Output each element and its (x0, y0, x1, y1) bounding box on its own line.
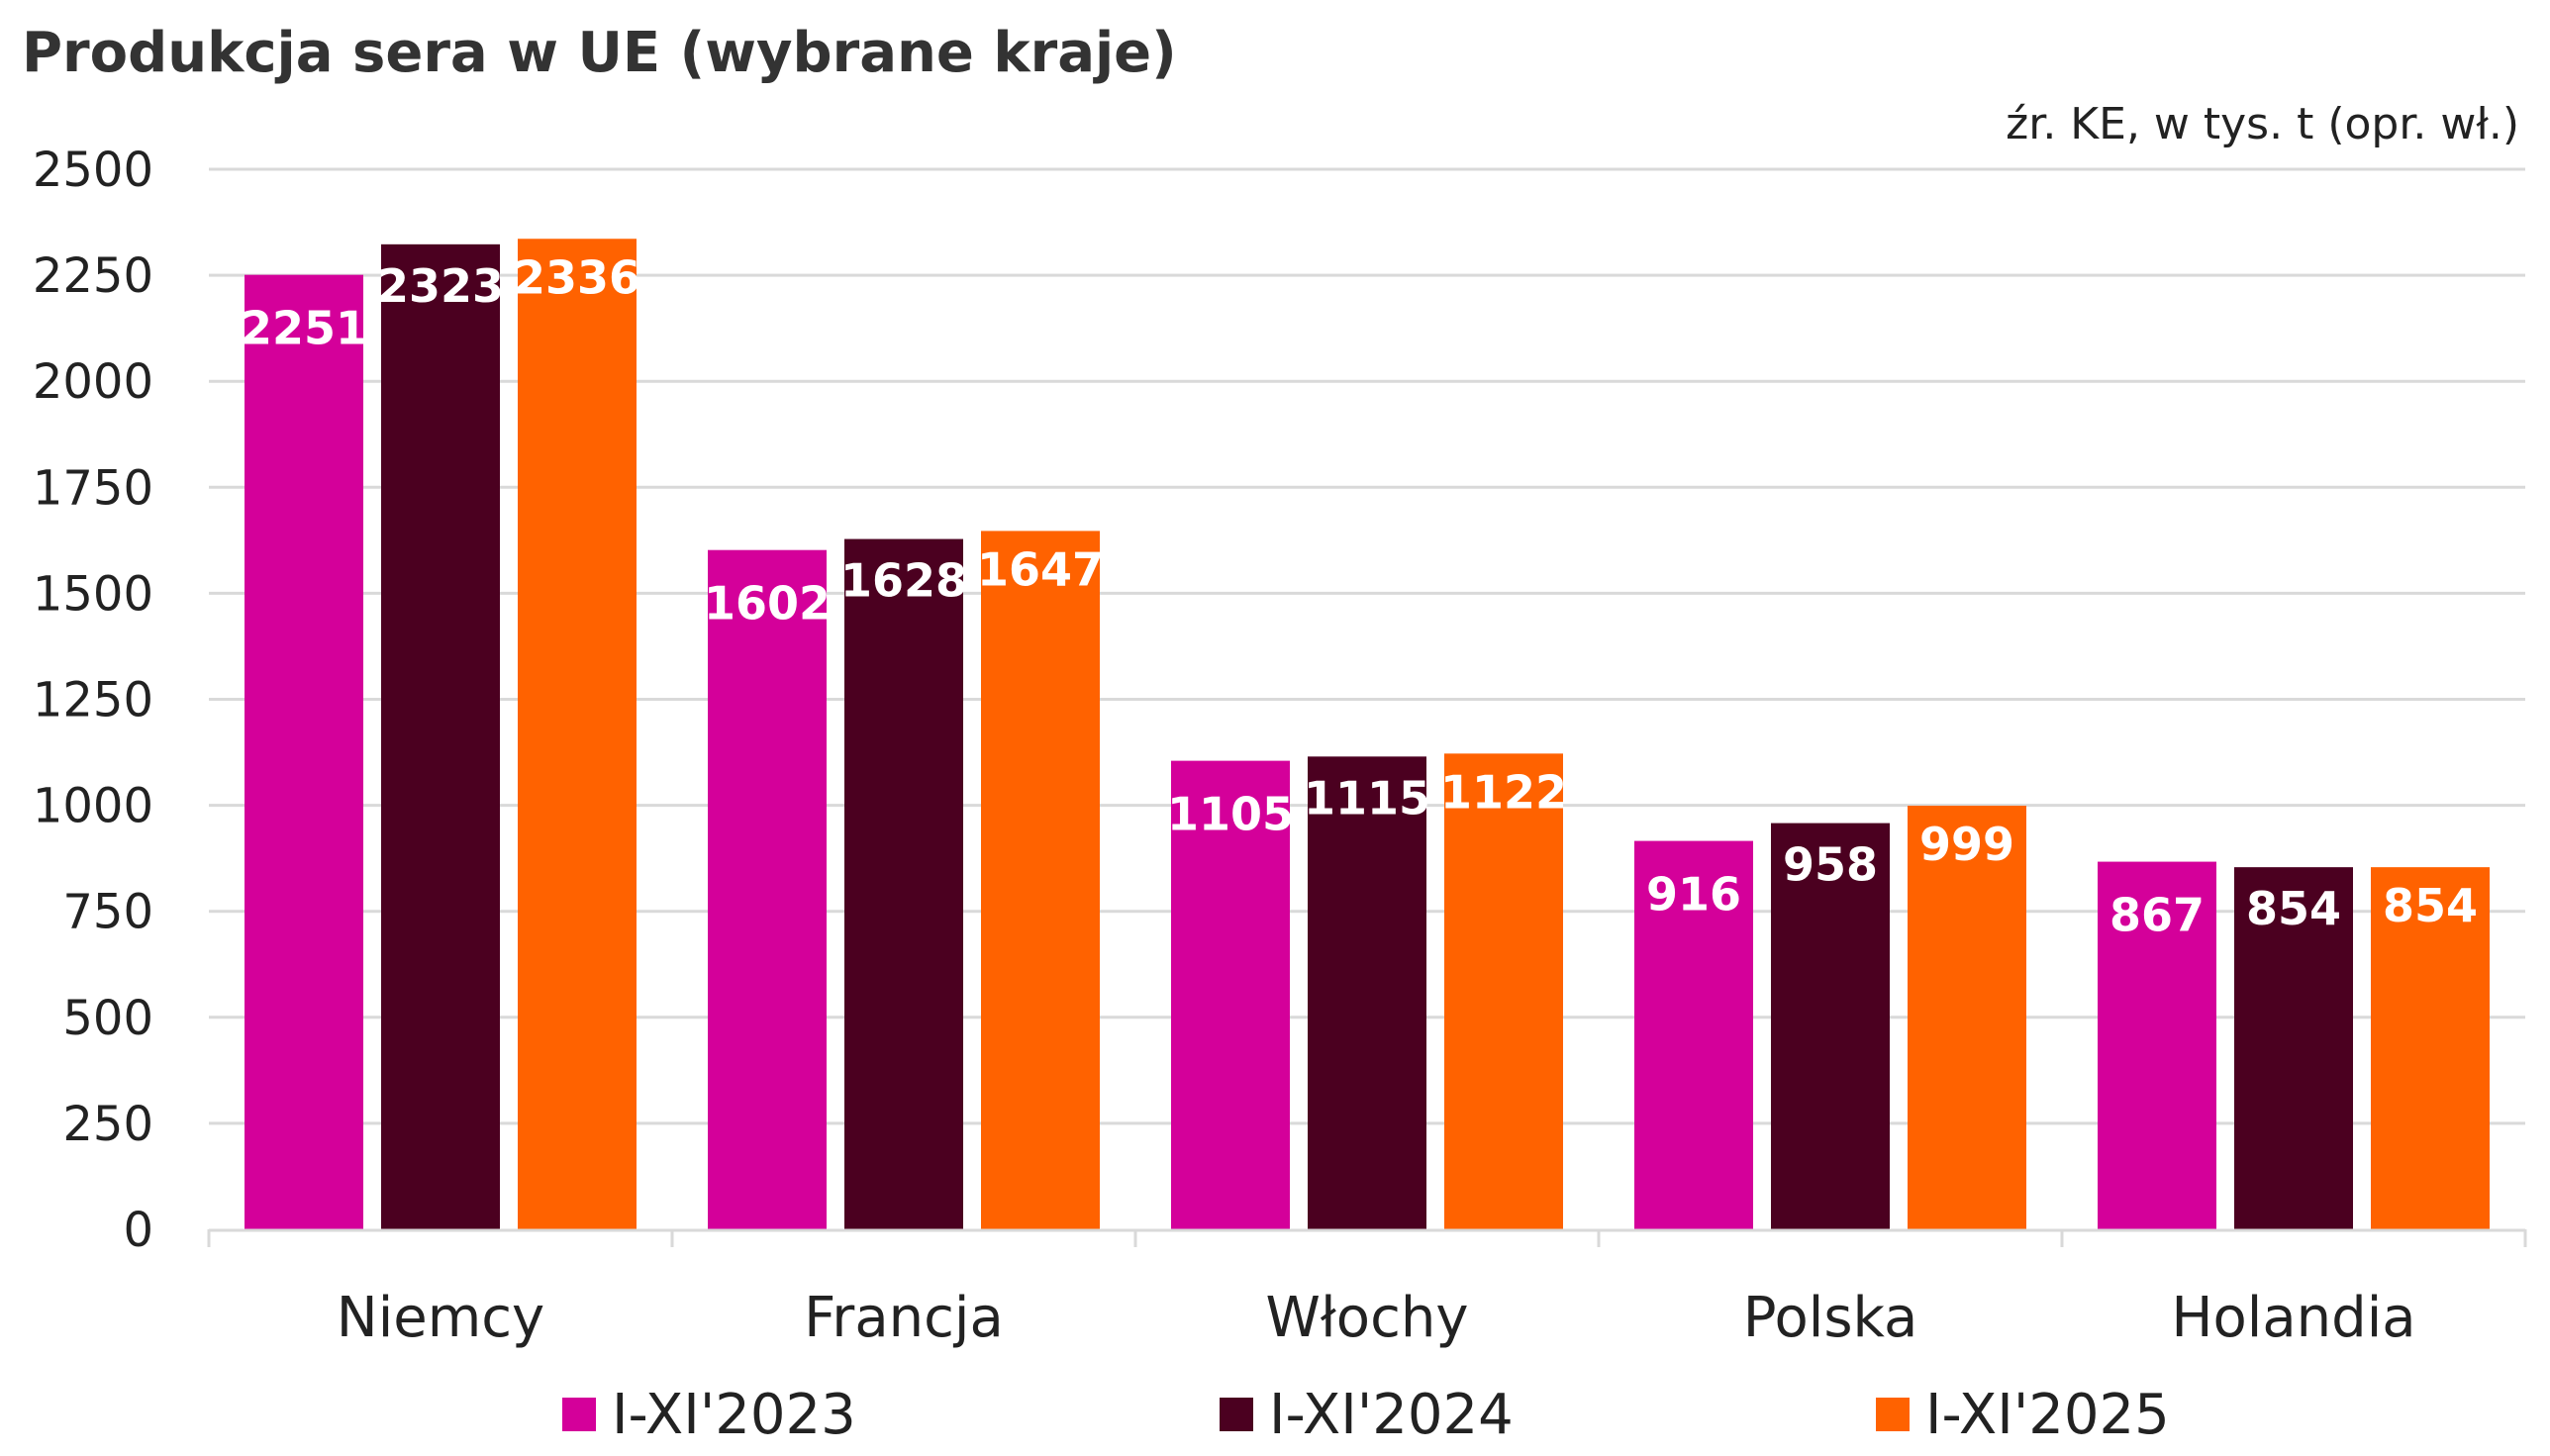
bar (381, 243, 500, 1230)
legend-label: I-XI'2024 (1269, 1383, 1514, 1447)
data-label: 1105 (1167, 788, 1294, 841)
data-label: 1115 (1304, 771, 1430, 825)
x-category-label: Francja (804, 1286, 1004, 1350)
bar (2098, 861, 2216, 1229)
data-label: 916 (1646, 868, 1741, 922)
legend-label: I-XI'2025 (1925, 1383, 2170, 1447)
data-label: 867 (2109, 889, 2205, 942)
bar (844, 538, 963, 1229)
y-axis-ticks: 0 250 500 750 1000 1250 1500 1750 2000 2250 2500 (33, 143, 153, 1258)
data-label: 1122 (1440, 765, 1567, 819)
bar (1908, 806, 2026, 1229)
x-category-label: Holandia (2171, 1286, 2415, 1350)
legend-swatch (1220, 1398, 1253, 1431)
x-category-label: Włochy (1266, 1286, 1469, 1350)
data-label: 1628 (840, 554, 967, 608)
y-tick-label: 500 (62, 991, 153, 1046)
y-tick-label: 2500 (33, 143, 153, 198)
data-label: 1647 (977, 542, 1104, 596)
data-label: 999 (1919, 818, 2014, 871)
y-tick-label: 2000 (33, 354, 153, 410)
bar (981, 531, 1100, 1229)
bar (1634, 840, 1753, 1229)
y-tick-label: 1000 (33, 779, 153, 834)
bar (708, 549, 827, 1229)
bar (1771, 823, 1890, 1229)
bar (1444, 753, 1563, 1229)
data-label: 854 (2246, 882, 2341, 935)
bar (1308, 756, 1426, 1229)
data-label: 854 (2383, 879, 2478, 932)
y-tick-label: 250 (62, 1097, 153, 1152)
bar (2234, 867, 2353, 1229)
y-tick-label: 1250 (33, 673, 153, 728)
chart-title: Produkcja sera w UE (wybrane kraje) (22, 21, 1177, 85)
bar (2371, 867, 2490, 1229)
data-label: 1602 (704, 577, 831, 631)
legend-swatch (1876, 1398, 1910, 1431)
data-label: 2251 (241, 302, 367, 355)
legend-label: I-XI'2023 (612, 1383, 856, 1447)
x-axis: Niemcy Francja Włochy Polska Holandia (207, 1228, 2527, 1350)
data-label: 2323 (377, 259, 504, 313)
y-tick-label: 750 (62, 885, 153, 940)
data-label: 958 (1783, 838, 1878, 892)
x-category-label: Polska (1743, 1286, 1918, 1350)
bar (1171, 760, 1290, 1229)
legend-swatch (562, 1398, 596, 1431)
legend: I-XI'2023 I-XI'2024 I-XI'2025 (562, 1383, 2170, 1447)
y-tick-label: 2250 (33, 248, 153, 304)
bar (518, 239, 637, 1230)
y-tick-label: 0 (123, 1203, 153, 1258)
x-category-label: Niemcy (337, 1286, 544, 1350)
bar (245, 274, 363, 1229)
y-tick-label: 1750 (33, 460, 153, 516)
y-tick-label: 1500 (33, 566, 153, 622)
chart-source: źr. KE, w tys. t (opr. wł.) (2006, 99, 2519, 149)
data-label: 2336 (514, 250, 640, 304)
